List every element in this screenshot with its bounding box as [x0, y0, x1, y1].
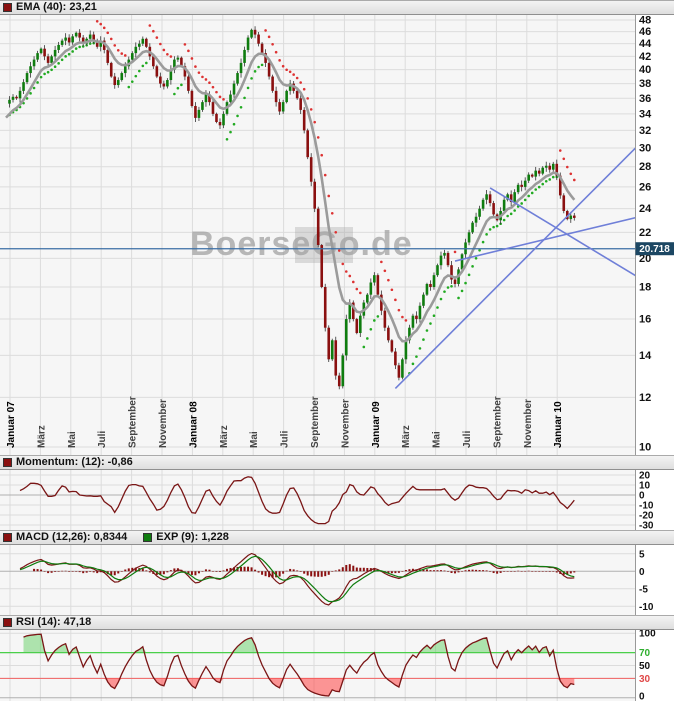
svg-text:BoerseGo.de: BoerseGo.de	[190, 225, 413, 263]
svg-text:26: 26	[639, 181, 651, 193]
macd-swatch-icon	[3, 533, 12, 542]
svg-text:5: 5	[639, 549, 645, 560]
svg-text:50: 50	[639, 661, 651, 672]
svg-text:70: 70	[639, 648, 651, 659]
svg-text:42: 42	[639, 51, 651, 63]
svg-text:18: 18	[639, 281, 651, 293]
svg-text:-30: -30	[639, 521, 654, 531]
svg-text:Mai: Mai	[67, 431, 78, 448]
svg-text:November: November	[523, 399, 534, 448]
svg-text:38: 38	[639, 78, 651, 90]
svg-text:22: 22	[639, 227, 651, 239]
price-chart-canvas[interactable]: BoerseGo.de Januar 07 März Mai Juli September…	[0, 15, 674, 455]
svg-text:30: 30	[639, 142, 651, 154]
rsi-swatch-icon	[3, 618, 12, 627]
svg-text:Januar 09: Januar 09	[371, 401, 382, 448]
svg-text:40: 40	[639, 64, 651, 76]
svg-text:Januar 10: Januar 10	[553, 401, 564, 448]
svg-text:-20: -20	[639, 511, 654, 522]
svg-text:10: 10	[639, 442, 651, 454]
svg-text:14: 14	[639, 350, 652, 362]
svg-text:Mai: Mai	[249, 431, 260, 448]
svg-text:September: September	[310, 396, 321, 448]
svg-text:November: November	[340, 399, 351, 448]
svg-text:100: 100	[639, 630, 656, 640]
svg-text:-5: -5	[639, 584, 648, 595]
svg-text:März: März	[36, 425, 47, 448]
svg-text:20.718: 20.718	[639, 244, 670, 255]
momentum-swatch-icon	[3, 458, 12, 467]
svg-text:32: 32	[639, 125, 651, 137]
svg-text:28: 28	[639, 161, 651, 173]
ema-swatch-icon	[3, 3, 12, 12]
main-chart-header: EMA (40): 23,21	[0, 0, 674, 15]
svg-text:34: 34	[639, 108, 652, 120]
svg-text:September: September	[492, 396, 503, 448]
svg-text:März: März	[219, 425, 230, 448]
svg-text:September: September	[128, 396, 139, 448]
svg-text:48: 48	[639, 15, 651, 27]
svg-text:44: 44	[639, 38, 652, 50]
svg-text:Mai: Mai	[432, 431, 443, 448]
ema-label: EMA (40): 23,21	[16, 1, 97, 13]
svg-text:0: 0	[639, 567, 645, 578]
svg-text:-10: -10	[639, 602, 654, 613]
svg-text:November: November	[158, 399, 169, 448]
momentum-header: Momentum: (12): -0,86	[0, 455, 674, 470]
svg-text:24: 24	[639, 203, 652, 215]
svg-text:Juli: Juli	[280, 431, 291, 448]
svg-text:16: 16	[639, 314, 651, 326]
rsi-header: RSI (14): 47,18	[0, 615, 674, 630]
svg-text:Juli: Juli	[462, 431, 473, 448]
svg-text:36: 36	[639, 93, 651, 105]
svg-text:0: 0	[639, 692, 645, 701]
svg-text:12: 12	[639, 392, 651, 404]
rsi-chart-canvas[interactable]: 100 70 50 30 0	[0, 630, 674, 701]
svg-text:30: 30	[639, 674, 651, 685]
macd-header: MACD (12,26): 0,8344 EXP (9): 1,228	[0, 530, 674, 545]
svg-text:20: 20	[639, 253, 651, 265]
exp-label: EXP (9): 1,228	[156, 531, 229, 543]
macd-chart-canvas[interactable]: 5 0 -5 -10	[0, 545, 674, 615]
svg-text:20: 20	[639, 471, 651, 482]
macd-label: MACD (12,26): 0,8344	[16, 531, 128, 543]
exp-swatch-icon	[143, 533, 153, 542]
svg-text:10: 10	[639, 481, 651, 492]
svg-text:46: 46	[639, 26, 651, 38]
svg-text:Januar 08: Januar 08	[188, 401, 199, 448]
momentum-label: Momentum: (12): -0,86	[16, 456, 133, 468]
svg-text:0: 0	[639, 491, 645, 502]
svg-text:Juli: Juli	[97, 431, 108, 448]
svg-text:März: März	[401, 425, 412, 448]
rsi-label: RSI (14): 47,18	[16, 616, 92, 628]
svg-text:Januar 07: Januar 07	[6, 401, 17, 448]
svg-text:-10: -10	[639, 501, 654, 512]
